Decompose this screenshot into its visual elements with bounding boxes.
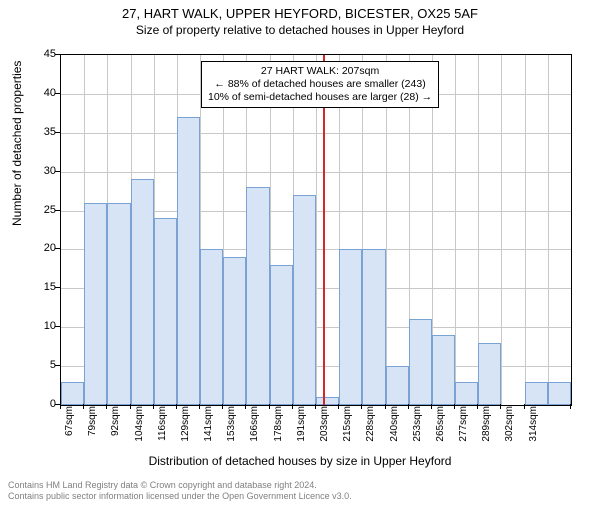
y-tick-mark xyxy=(55,248,60,249)
y-tick-mark xyxy=(55,210,60,211)
annot-line-2: ← 88% of detached houses are smaller (24… xyxy=(208,78,432,91)
x-tick-mark xyxy=(524,404,525,409)
y-tick-label: 25 xyxy=(36,204,56,216)
x-tick-mark xyxy=(292,404,293,409)
x-tick-mark xyxy=(269,404,270,409)
histogram-bar xyxy=(386,366,409,405)
x-tick-mark xyxy=(176,404,177,409)
x-axis-label: Distribution of detached houses by size … xyxy=(0,454,600,468)
x-tick-mark xyxy=(222,404,223,409)
x-tick-label: 289sqm xyxy=(481,406,492,442)
histogram-bar xyxy=(177,117,200,405)
x-tick-label: 253sqm xyxy=(412,406,423,442)
x-tick-mark xyxy=(477,404,478,409)
y-tick-mark xyxy=(55,287,60,288)
histogram-bar xyxy=(362,249,385,405)
x-tick-mark xyxy=(408,404,409,409)
x-tick-mark xyxy=(500,404,501,409)
x-tick-mark xyxy=(60,404,61,409)
histogram-bar xyxy=(548,382,571,405)
x-tick-label: 178sqm xyxy=(273,406,284,442)
x-tick-mark xyxy=(245,404,246,409)
histogram-bar xyxy=(339,249,362,405)
histogram-bar xyxy=(455,382,478,405)
x-tick-mark xyxy=(570,404,571,409)
x-tick-mark xyxy=(315,404,316,409)
y-tick-label: 20 xyxy=(36,242,56,254)
chart-title-sub: Size of property relative to detached ho… xyxy=(0,23,600,37)
x-tick-label: 302sqm xyxy=(504,406,515,442)
histogram-bar xyxy=(131,179,154,405)
y-tick-label: 10 xyxy=(36,320,56,332)
attribution-footer: Contains HM Land Registry data © Crown c… xyxy=(8,480,352,502)
histogram-bar xyxy=(246,187,269,405)
y-tick-label: 40 xyxy=(36,87,56,99)
histogram-bar xyxy=(525,382,548,405)
x-tick-label: 265sqm xyxy=(435,406,446,442)
x-tick-mark xyxy=(83,404,84,409)
x-tick-label: 92sqm xyxy=(110,406,121,436)
x-tick-label: 141sqm xyxy=(203,406,214,442)
y-tick-label: 30 xyxy=(36,165,56,177)
x-tick-mark xyxy=(199,404,200,409)
x-tick-mark xyxy=(153,404,154,409)
x-tick-label: 153sqm xyxy=(226,406,237,442)
histogram-bar xyxy=(316,397,339,405)
annot-line-3: 10% of semi-detached houses are larger (… xyxy=(208,91,432,104)
x-tick-label: 116sqm xyxy=(157,406,168,441)
histogram-bar xyxy=(409,319,432,405)
x-tick-mark xyxy=(431,404,432,409)
y-tick-mark xyxy=(55,365,60,366)
x-tick-label: 79sqm xyxy=(87,406,98,436)
y-tick-label: 45 xyxy=(36,48,56,60)
histogram-bar xyxy=(200,249,223,405)
histogram-bar xyxy=(84,203,107,405)
x-tick-mark xyxy=(106,404,107,409)
histogram-bar xyxy=(61,382,84,405)
x-tick-label: 215sqm xyxy=(342,406,353,442)
x-tick-mark xyxy=(454,404,455,409)
histogram-bar xyxy=(270,265,293,405)
x-tick-label: 314sqm xyxy=(528,406,539,442)
gridline-v xyxy=(525,55,526,405)
x-tick-label: 240sqm xyxy=(389,406,400,442)
x-tick-mark xyxy=(361,404,362,409)
x-tick-label: 203sqm xyxy=(319,406,330,442)
y-tick-label: 15 xyxy=(36,281,56,293)
y-axis-label: Number of detached properties xyxy=(10,61,24,226)
chart-title-main: 27, HART WALK, UPPER HEYFORD, BICESTER, … xyxy=(0,6,600,21)
histogram-bar xyxy=(432,335,455,405)
gridline-v xyxy=(455,55,456,405)
x-tick-mark xyxy=(130,404,131,409)
chart-plot-area: 27 HART WALK: 207sqm← 88% of detached ho… xyxy=(60,54,572,406)
histogram-bar xyxy=(223,257,246,405)
y-tick-mark xyxy=(55,326,60,327)
y-tick-label: 0 xyxy=(36,398,56,410)
x-tick-mark xyxy=(338,404,339,409)
y-tick-mark xyxy=(55,54,60,55)
histogram-bar xyxy=(107,203,130,405)
gridline-v xyxy=(548,55,549,405)
x-tick-label: 129sqm xyxy=(180,406,191,442)
x-tick-label: 166sqm xyxy=(249,406,260,442)
x-tick-label: 104sqm xyxy=(134,406,145,442)
footer-line-2: Contains public sector information licen… xyxy=(8,491,352,502)
histogram-bar xyxy=(478,343,501,405)
y-tick-mark xyxy=(55,171,60,172)
gridline-v xyxy=(501,55,502,405)
y-tick-mark xyxy=(55,132,60,133)
y-tick-label: 35 xyxy=(36,126,56,138)
footer-line-1: Contains HM Land Registry data © Crown c… xyxy=(8,480,352,491)
x-tick-label: 191sqm xyxy=(296,406,307,442)
y-tick-label: 5 xyxy=(36,359,56,371)
x-tick-mark xyxy=(385,404,386,409)
x-tick-label: 228sqm xyxy=(365,406,376,442)
x-tick-label: 277sqm xyxy=(458,406,469,442)
annot-line-1: 27 HART WALK: 207sqm xyxy=(208,65,432,78)
x-tick-label: 67sqm xyxy=(64,406,75,436)
histogram-bar xyxy=(293,195,316,405)
y-tick-mark xyxy=(55,93,60,94)
histogram-bar xyxy=(154,218,177,405)
annotation-box: 27 HART WALK: 207sqm← 88% of detached ho… xyxy=(201,61,439,108)
